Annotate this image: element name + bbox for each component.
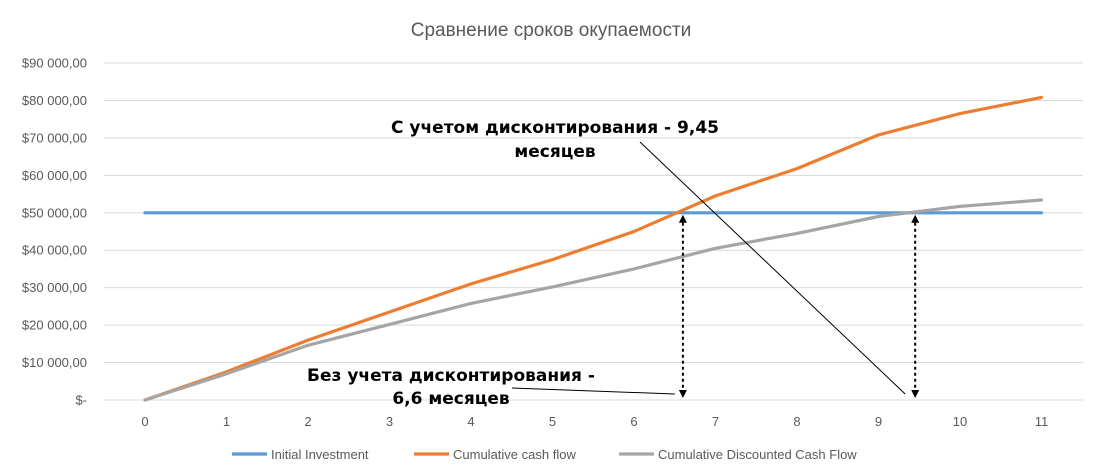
x-tick-label: 9 [875, 414, 882, 429]
x-tick-label: 4 [467, 414, 474, 429]
x-tick-label: 2 [304, 414, 311, 429]
annotation-label: С учетом дисконтирования - 9,45 [391, 118, 719, 138]
grid-layer [104, 62, 1083, 401]
annotation-leader [639, 141, 906, 395]
y-tick-label: $10 000,00 [22, 355, 87, 370]
arrow-head-up [911, 214, 920, 223]
series-layer [143, 95, 1044, 402]
series-line [143, 198, 1044, 402]
y-tick-label: $90 000,00 [22, 56, 87, 71]
annotation-label: месяцев [514, 142, 596, 162]
y-tick-label: $30 000,00 [22, 280, 87, 295]
y-tick-label: $80 000,00 [22, 93, 87, 108]
arrow-head-down [678, 390, 687, 398]
x-tick-label: 0 [141, 414, 148, 429]
x-tick-label: 7 [712, 414, 719, 429]
annotation-label: 6,6 месяцев [392, 389, 510, 409]
arrow-head-up [678, 214, 687, 223]
legend-label: Cumulative Discounted Cash Flow [658, 447, 857, 462]
x-tick-label: 6 [630, 414, 637, 429]
y-tick-label: $50 000,00 [22, 205, 87, 220]
legend-label: Cumulative cash flow [453, 447, 576, 462]
legend: Initial Investment Cumulative cash flow Cu… [232, 447, 857, 462]
annotation-leader [511, 387, 675, 395]
y-axis-labels: $- $10 000,00 $20 000,00 $30 000,00 $40 000,… [22, 56, 87, 408]
payback-markers [678, 214, 920, 398]
x-axis-labels: 0 1 2 3 4 5 6 7 8 9 10 11 [141, 414, 1048, 429]
legend-label: Initial Investment [271, 447, 369, 462]
y-tick-label: $20 000,00 [22, 318, 87, 333]
y-tick-label: $70 000,00 [22, 130, 87, 145]
x-tick-label: 8 [793, 414, 800, 429]
x-tick-label: 11 [1035, 414, 1049, 429]
arrow-head-down [911, 390, 920, 398]
x-tick-label: 5 [549, 414, 556, 429]
y-tick-label: $40 000,00 [22, 243, 87, 258]
chart-title: Сравнение сроков окупаемости [411, 20, 692, 41]
x-tick-label: 3 [386, 414, 393, 429]
x-tick-label: 10 [953, 414, 967, 429]
x-tick-label: 1 [223, 414, 230, 429]
annotation-label: Без учета дисконтирования - [307, 366, 595, 386]
annotations: С учетом дисконтирования - 9,45 месяцев Бе… [307, 118, 906, 409]
y-tick-label: $- [75, 393, 87, 408]
series-line [143, 95, 1044, 402]
y-tick-label: $60 000,00 [22, 168, 87, 183]
